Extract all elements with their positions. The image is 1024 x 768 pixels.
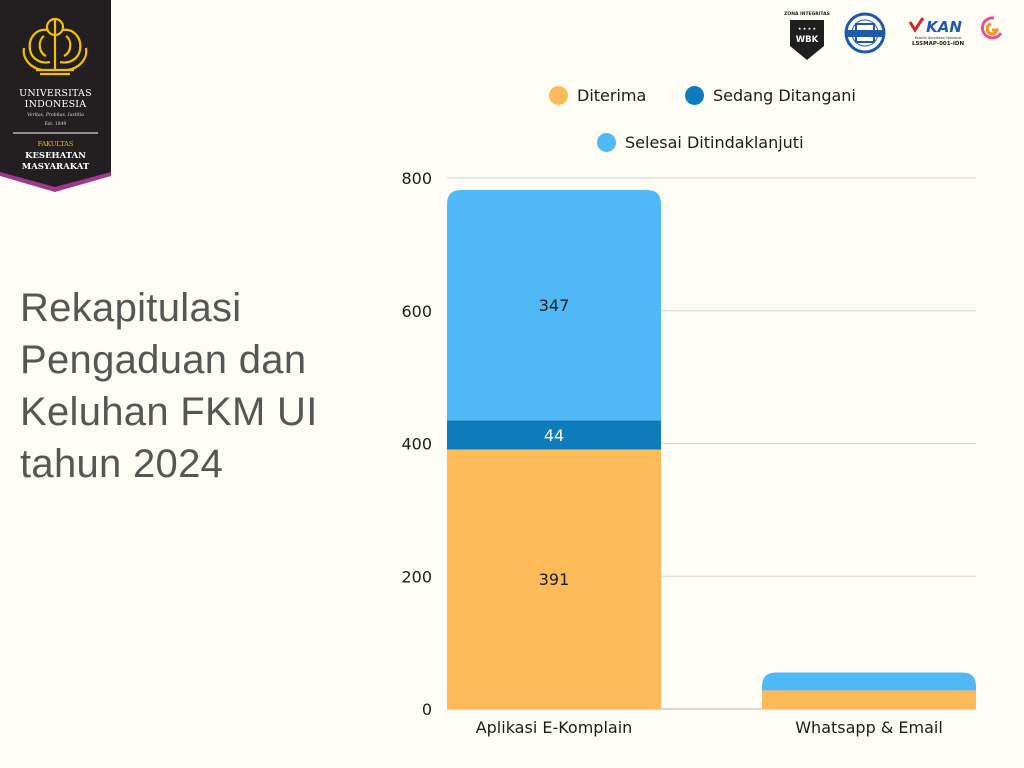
legend-label: Sedang Ditangani — [713, 86, 856, 105]
university-name-line1: UNIVERSITAS — [19, 88, 92, 99]
established-year: Est. 1849 — [44, 122, 67, 127]
y-tick-label: 0 — [422, 700, 432, 719]
title-line4: tahun 2024 — [20, 442, 224, 486]
data-label: 347 — [539, 296, 570, 315]
wbk-text: WBK — [796, 35, 819, 45]
iso-certification-logo — [844, 12, 886, 54]
shield-icon — [790, 20, 824, 60]
y-tick-label: 200 — [401, 567, 432, 586]
banner-background — [0, 0, 111, 192]
page-title: Rekapitulasi Pengaduan dan Keluhan FKM U… — [20, 282, 360, 490]
banner-panel — [0, 0, 111, 187]
bars — [447, 189, 976, 709]
university-motto: Veritas, Probitas, Iustitia — [27, 113, 84, 118]
y-axis-ticks: 0 200 400 600 800 — [401, 169, 432, 719]
wbk-logo: ZONA INTEGRITAS ★ ★ ★ ★ WBK — [784, 11, 830, 60]
kan-code: LSSMAP-001-IDN — [912, 41, 965, 47]
kan-caption: Komite Akreditasi Nasional — [915, 36, 962, 40]
kan-text: KAN — [926, 18, 962, 36]
kan-logo: KAN Komite Akreditasi Nasional LSSMAP-00… — [908, 17, 965, 47]
y-tick-label: 600 — [401, 302, 432, 321]
legend-dot-icon — [685, 86, 704, 105]
legend-dot-icon — [597, 133, 616, 152]
faculty-name-line2: MASYARAKAT — [21, 162, 90, 172]
colorful-g-logo — [980, 16, 1003, 40]
title-line2: Pengaduan dan — [20, 338, 307, 382]
legend-dot-icon — [549, 86, 568, 105]
faculty-name: KESEHATAN MASYARAKAT — [0, 151, 111, 173]
legend-item-selesai-ditindaklanjuti[interactable]: Selesai Ditindaklanjuti — [597, 133, 804, 152]
faculty-label: FAKULTAS — [37, 140, 74, 148]
bar-segment-selesai-ditindaklanjuti[interactable] — [762, 672, 976, 691]
data-labels: 391 44 347 — [539, 296, 570, 589]
legend-item-diterima[interactable]: Diterima — [549, 86, 646, 105]
bar-segment-diterima[interactable] — [447, 449, 661, 709]
university-name: UNIVERSITAS INDONESIA — [0, 88, 111, 110]
bar-segment-sedang-ditangani[interactable] — [447, 420, 661, 450]
certification-logos: ZONA INTEGRITAS ★ ★ ★ ★ WBK KAN Komite A… — [780, 8, 1010, 63]
x-category-label: Aplikasi E-Komplain — [476, 718, 633, 737]
faculty-name-line1: KESEHATAN — [25, 151, 86, 161]
title-line3: Keluhan FKM UI — [20, 390, 318, 434]
x-category-label: Whatsapp & Email — [795, 718, 943, 737]
legend-label: Diterima — [577, 86, 647, 105]
checkmark-icon — [908, 17, 925, 33]
data-label: 44 — [544, 426, 564, 445]
stars-icon: ★ ★ ★ ★ — [798, 26, 817, 31]
bar-segment-selesai-ditindaklanjuti[interactable] — [447, 189, 661, 421]
legend-label: Selesai Ditindaklanjuti — [625, 133, 804, 152]
banner-chevron — [0, 170, 111, 192]
wbk-caption: ZONA INTEGRITAS — [784, 11, 830, 17]
university-logo-banner: UNIVERSITAS INDONESIA Veritas, Probitas,… — [0, 0, 111, 192]
y-tick-label: 400 — [401, 435, 432, 454]
y-tick-label: 800 — [401, 169, 432, 188]
title-line1: Rekapitulasi — [20, 286, 242, 330]
x-axis-categories: Aplikasi E-Komplain Whatsapp & Email — [476, 718, 943, 737]
makara-emblem-icon — [22, 17, 88, 76]
university-name-line2: INDONESIA — [24, 99, 87, 110]
bar-segment-diterima[interactable] — [762, 690, 976, 709]
legend-item-sedang-ditangani[interactable]: Sedang Ditangani — [685, 86, 856, 105]
data-label: 391 — [539, 570, 570, 589]
